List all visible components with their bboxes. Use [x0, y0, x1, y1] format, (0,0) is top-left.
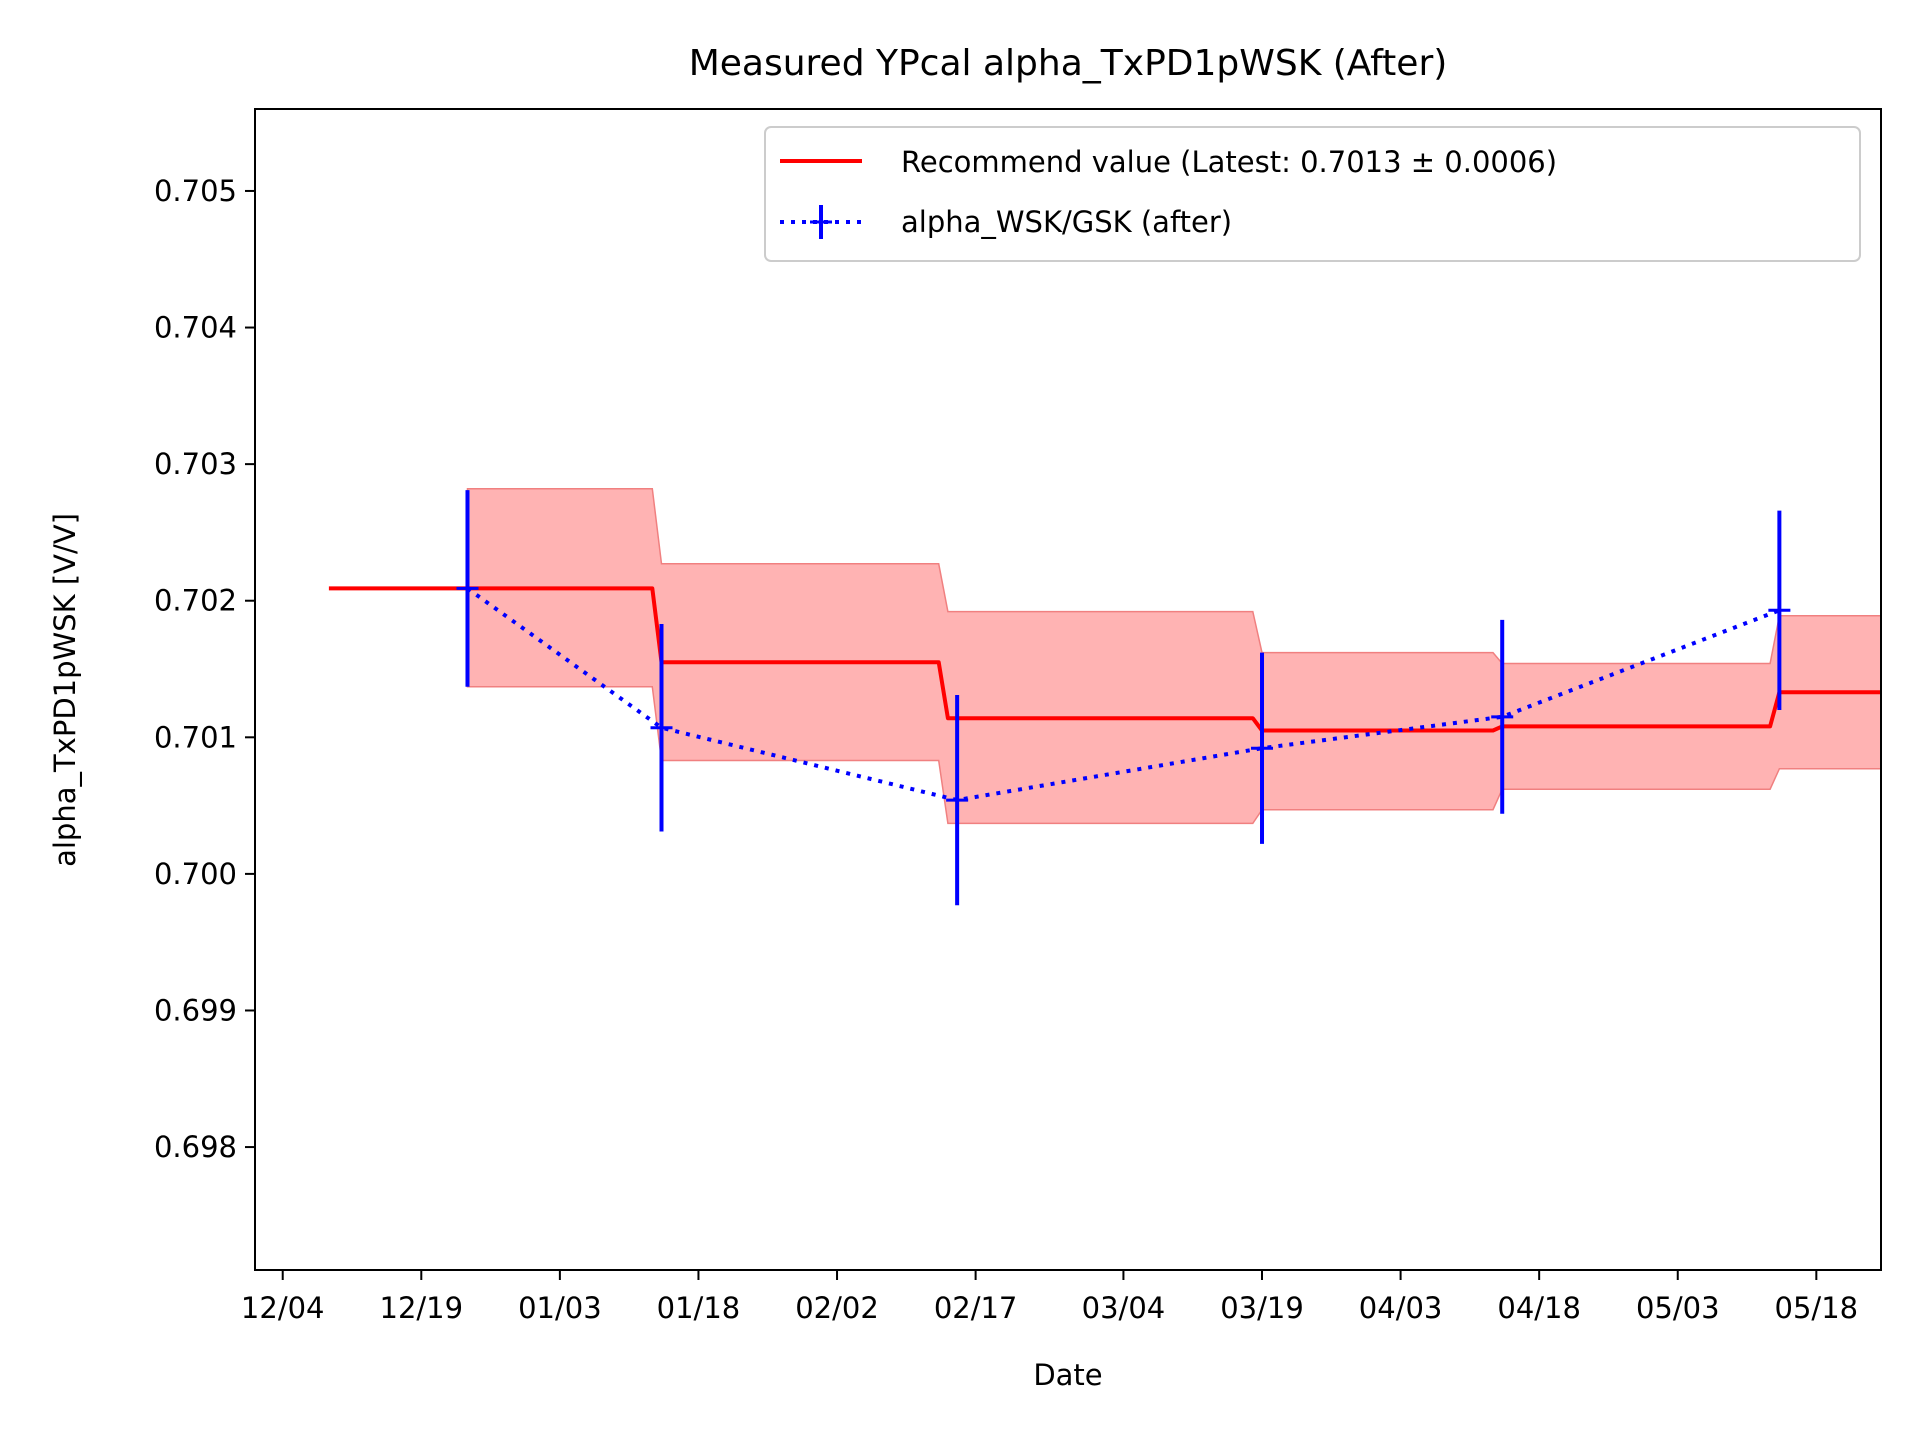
y-tick-label: 0.703: [154, 447, 237, 481]
plot-area: [328, 487, 1882, 906]
x-tick-label: 02/17: [934, 1291, 1018, 1325]
legend: Recommend value (Latest: 0.7013 ± 0.0006…: [764, 126, 1861, 262]
chart-title: Measured YPcal alpha_TxPD1pWSK (After): [689, 43, 1448, 84]
recommend-value-line: [328, 586, 1881, 733]
x-tick-label: 05/03: [1636, 1291, 1720, 1325]
y-tick-label: 0.701: [154, 720, 237, 754]
x-tick-label: 01/18: [657, 1291, 741, 1325]
y-tick-label: 0.699: [154, 993, 237, 1027]
y-tick-label: 0.700: [154, 857, 237, 891]
y-tick-label: 0.704: [154, 311, 237, 345]
measured-dotted-line: [466, 586, 1781, 803]
legend-measured-label: alpha_WSK/GSK (after): [901, 205, 1232, 239]
x-axis-label: Date: [1033, 1358, 1102, 1392]
x-tick-label: 03/04: [1082, 1291, 1166, 1325]
y-tick-label: 0.705: [154, 174, 237, 208]
x-tick-label: 12/04: [241, 1291, 325, 1325]
y-axis-label: alpha_TxPD1pWSK [V/V]: [48, 513, 82, 867]
y-axis: 0.698 0.699 0.700 0.701 0.702 0.703 0.704 0.705: [154, 174, 255, 1164]
legend-recommend-label: Recommend value (Latest: 0.7013 ± 0.0006…: [901, 145, 1557, 179]
x-tick-label: 02/02: [795, 1291, 879, 1325]
y-tick-label: 0.698: [154, 1130, 237, 1164]
plot-frame: [254, 108, 1882, 1271]
x-tick-label: 12/19: [380, 1291, 464, 1325]
x-tick-label: 04/03: [1359, 1291, 1443, 1325]
x-tick-label: 05/18: [1775, 1291, 1859, 1325]
y-tick-label: 0.702: [154, 584, 237, 618]
x-axis: 12/04 12/19 01/03 01/18 02/02 02/17 03/04 03/19…: [241, 1270, 1858, 1325]
legend-box: [764, 126, 1861, 262]
x-tick-label: 01/03: [518, 1291, 602, 1325]
x-tick-label: 04/18: [1497, 1291, 1581, 1325]
x-tick-label: 03/19: [1220, 1291, 1304, 1325]
